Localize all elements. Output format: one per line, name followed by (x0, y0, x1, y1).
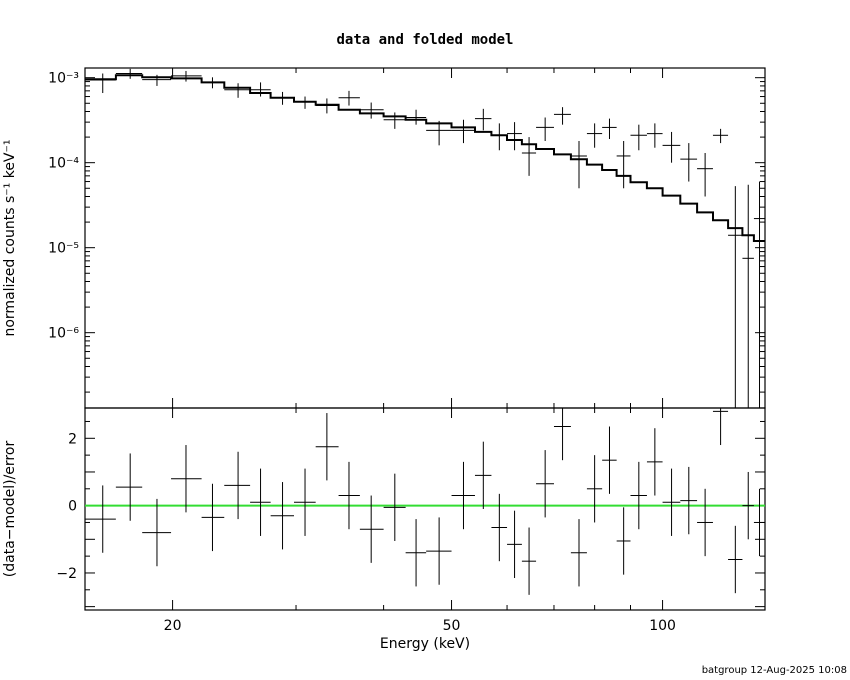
y-tick-label: 10⁻⁴ (48, 156, 79, 172)
residual-y-axis: 2 0 −2 (56, 420, 765, 608)
residual-point (315, 413, 339, 481)
residual-point (201, 483, 225, 552)
x-tick-label: 100 (649, 618, 676, 634)
data-point (602, 118, 617, 139)
data-point (491, 123, 508, 151)
y-tick-label: 0 (68, 499, 77, 515)
footer-stamp: batgroup 12-Aug-2025 10:08 (702, 665, 847, 676)
y-tick-label: 10⁻³ (48, 71, 79, 87)
data-point (474, 108, 492, 131)
residual-point (697, 488, 713, 557)
residual-point (293, 468, 316, 536)
data-point (521, 137, 537, 176)
data-point (728, 186, 743, 408)
residual-point (85, 485, 116, 553)
data-point (250, 82, 271, 97)
data-point (142, 74, 172, 86)
residual-point (616, 507, 631, 575)
residual-point (171, 445, 202, 513)
data-point (507, 122, 522, 151)
data-point (338, 90, 360, 106)
data-point (359, 102, 384, 119)
data-point (201, 77, 225, 89)
spectrum-x-ticks (172, 68, 664, 408)
x-tick-label: 20 (164, 618, 182, 634)
x-axis-label: Energy (keV) (380, 636, 470, 652)
data-point (662, 131, 681, 163)
model-step-curve (85, 74, 765, 242)
residual-point (474, 441, 492, 509)
data-point (742, 184, 754, 408)
residual-point (646, 428, 663, 496)
data-point (536, 117, 554, 141)
residual-point (250, 468, 271, 536)
data-point (293, 96, 316, 109)
residual-point (507, 510, 522, 579)
residual-point (630, 461, 647, 530)
residual-point (712, 408, 729, 446)
residual-point (359, 495, 384, 563)
residual-point (383, 473, 406, 541)
residual-point (742, 471, 754, 540)
residual-y-axis-label: (data−model)/error (2, 441, 18, 578)
data-point (451, 119, 475, 144)
y-tick-label: 10⁻⁶ (48, 326, 79, 342)
data-point (680, 143, 698, 182)
data-point (383, 112, 406, 129)
data-point (616, 140, 631, 189)
spectrum-panel: 10⁻³ 10⁻⁴ 10⁻⁵ 10⁻⁶ normalized counts s⁻¹ k… (2, 67, 766, 409)
data-point (426, 120, 452, 146)
residual-point (491, 493, 508, 562)
data-point (753, 181, 765, 408)
residual-point (662, 468, 681, 536)
data-point (553, 107, 571, 125)
residual-point (426, 517, 452, 585)
data-point (405, 109, 427, 125)
data-point (646, 123, 663, 148)
residual-point (270, 482, 294, 550)
residual-point (142, 498, 172, 567)
y-tick-label: −2 (56, 566, 77, 582)
data-point (115, 68, 143, 79)
spectrum-data-points (85, 68, 765, 408)
residual-x-axis: 20 50 100 (164, 408, 676, 634)
data-point (712, 128, 729, 144)
data-point (697, 153, 713, 197)
residual-point (536, 450, 554, 518)
y-tick-label: 10⁻⁵ (48, 241, 79, 257)
data-point (315, 98, 339, 114)
residual-point (602, 426, 617, 494)
chart-title: data and folded model (336, 32, 513, 48)
residual-data-points (85, 408, 765, 595)
residual-plot-frame (84, 407, 766, 611)
data-point (270, 91, 294, 105)
residual-point (753, 488, 765, 557)
data-point (171, 70, 202, 82)
x-tick-label: 50 (443, 618, 461, 634)
residual-point (586, 455, 603, 523)
residual-point (405, 519, 427, 587)
data-point (224, 83, 251, 98)
residual-point (224, 451, 251, 520)
residual-point (680, 466, 698, 535)
y-tick-label: 2 (68, 431, 77, 447)
data-point (630, 124, 647, 151)
residual-point (553, 408, 571, 461)
model-curve (85, 74, 765, 242)
data-point (586, 123, 603, 148)
residual-point (570, 519, 587, 587)
data-point (85, 73, 116, 94)
data-point (570, 140, 587, 189)
residual-panel: 20−2 20 50 100 (data−model)/error Energy (… (2, 407, 766, 652)
residual-point (728, 525, 743, 594)
residual-point (115, 453, 143, 521)
residual-point (338, 461, 360, 530)
spectrum-y-axis-label: normalized counts s⁻¹ keV⁻¹ (2, 139, 18, 336)
spectrum-y-axis: 10⁻³ 10⁻⁴ 10⁻⁵ 10⁻⁶ (48, 71, 765, 393)
residual-point (521, 527, 537, 595)
residual-point (451, 461, 475, 530)
